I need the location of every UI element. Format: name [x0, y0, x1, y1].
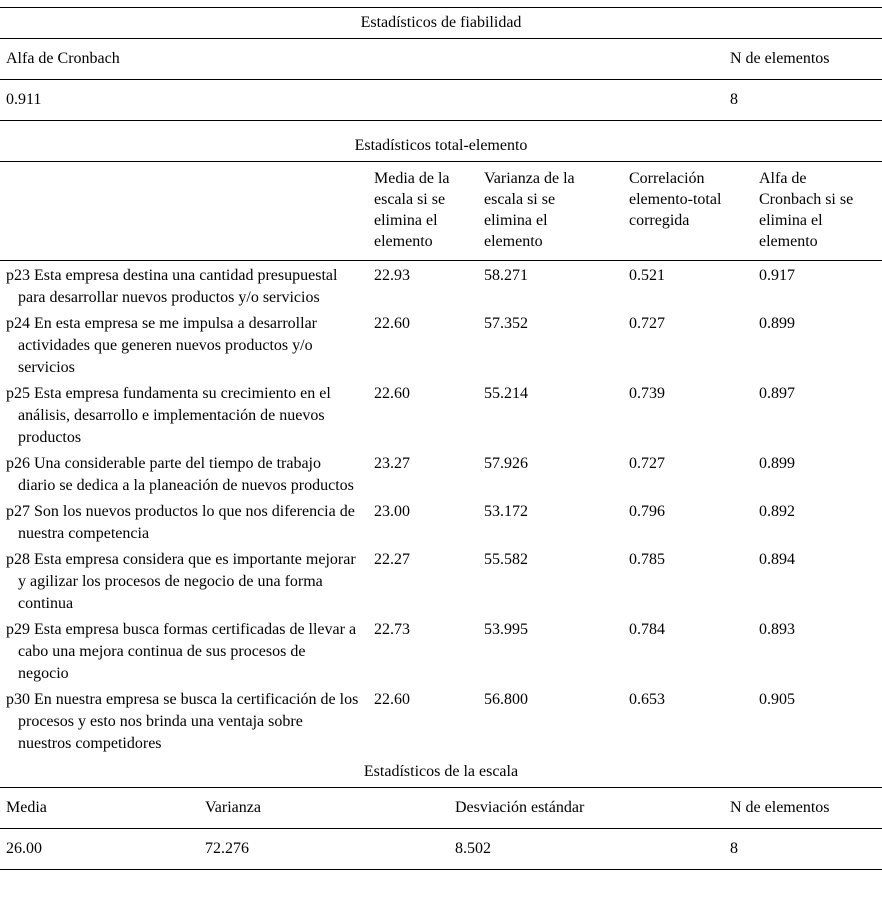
correlacion-cell: 0.727 — [629, 455, 665, 472]
column-header-correlacion: Correlación elemento-total corregida — [629, 170, 722, 229]
column-header-alfa: Alfa de Cronbach si se elimina el elemen… — [759, 170, 854, 250]
varianza-cell: 55.214 — [484, 385, 528, 402]
media-cell: 23.00 — [374, 503, 410, 520]
media-cell: 23.27 — [374, 455, 410, 472]
item-cell: p26 Una considerable parte del tiempo de… — [6, 455, 354, 494]
scale-header-row: Media Varianza Desviación estándar N de … — [0, 788, 882, 828]
alfa-cell: 0.899 — [759, 315, 795, 332]
divider — [0, 828, 882, 829]
table-row: p23 Esta empresa destina una cantidad pr… — [0, 261, 882, 309]
reliability-stats-table: Estadísticos de fiabilidad Alfa de Cronb… — [0, 7, 882, 121]
varianza-cell: 57.352 — [484, 315, 528, 332]
correlacion-cell: 0.796 — [629, 503, 665, 520]
table-row: p29 Esta empresa busca formas certificad… — [0, 615, 882, 685]
varianza-cell: 53.995 — [484, 621, 528, 638]
item-total-table-title: Estadísticos total-elemento — [354, 137, 528, 154]
divider — [0, 260, 882, 261]
correlacion-cell: 0.521 — [629, 267, 665, 284]
table-row: p24 En esta empresa se me impulsa a desa… — [0, 309, 882, 379]
item-cell: p27 Son los nuevos productos lo que nos … — [6, 503, 355, 542]
correlacion-cell: 0.785 — [629, 551, 665, 568]
divider — [0, 869, 882, 870]
column-header-n: N de elementos — [730, 799, 830, 816]
reliability-value-alfa: 0.911 — [6, 91, 42, 108]
media-cell: 22.73 — [374, 621, 410, 638]
reliability-header-row: Alfa de Cronbach N de elementos — [0, 39, 882, 79]
desviacion-value: 8.502 — [455, 840, 491, 857]
divider — [0, 787, 882, 788]
correlacion-cell: 0.727 — [629, 315, 665, 332]
media-cell: 22.60 — [374, 691, 410, 708]
table-row: p26 Una considerable parte del tiempo de… — [0, 449, 882, 497]
column-header-media: Media de la escala si se elimina el elem… — [374, 170, 450, 250]
table-row: p27 Son los nuevos productos lo que nos … — [0, 497, 882, 545]
alfa-cell: 0.894 — [759, 551, 795, 568]
media-cell: 22.60 — [374, 315, 410, 332]
correlacion-cell: 0.739 — [629, 385, 665, 402]
varianza-cell: 58.271 — [484, 267, 528, 284]
media-cell: 22.60 — [374, 385, 410, 402]
item-cell: p24 En esta empresa se me impulsa a desa… — [6, 315, 317, 376]
alfa-cell: 0.893 — [759, 621, 795, 638]
table-row: p25 Esta empresa fundamenta su crecimien… — [0, 379, 882, 449]
alfa-cell: 0.892 — [759, 503, 795, 520]
alfa-cell: 0.899 — [759, 455, 795, 472]
reliability-value-n: 8 — [730, 91, 738, 108]
varianza-cell: 56.800 — [484, 691, 528, 708]
column-header-media: Media — [6, 799, 47, 816]
alfa-cell: 0.905 — [759, 691, 795, 708]
varianza-cell: 57.926 — [484, 455, 528, 472]
item-cell: p28 Esta empresa considera que es import… — [6, 551, 356, 612]
divider — [0, 79, 882, 80]
correlacion-cell: 0.653 — [629, 691, 665, 708]
table-row: p28 Esta empresa considera que es import… — [0, 545, 882, 615]
reliability-header-alfa: Alfa de Cronbach — [6, 50, 120, 67]
media-cell: 22.93 — [374, 267, 410, 284]
item-total-stats-table: Estadísticos total-elemento Media de la … — [0, 131, 882, 757]
item-cell: p25 Esta empresa fundamenta su crecimien… — [6, 385, 331, 446]
reliability-header-n: N de elementos — [730, 50, 830, 67]
varianza-cell: 53.172 — [484, 503, 528, 520]
scale-value-row: 26.00 72.276 8.502 8 — [0, 829, 882, 869]
item-cell: p23 Esta empresa destina una cantidad pr… — [6, 267, 338, 306]
divider — [0, 120, 882, 121]
scale-stats-table: Estadísticos de la escala Media Varianza… — [0, 757, 882, 870]
correlacion-cell: 0.784 — [629, 621, 665, 638]
item-total-header-row: Media de la escala si se elimina el elem… — [0, 162, 882, 260]
divider — [0, 161, 882, 162]
divider — [0, 38, 882, 39]
varianza-value: 72.276 — [205, 840, 249, 857]
scale-table-title: Estadísticos de la escala — [363, 763, 519, 780]
column-header-varianza: Varianza — [205, 799, 261, 816]
item-header-spacer — [0, 168, 374, 252]
varianza-cell: 55.582 — [484, 551, 528, 568]
alfa-cell: 0.897 — [759, 385, 795, 402]
n-value: 8 — [730, 840, 738, 857]
column-header-desviacion: Desviación estándar — [455, 799, 585, 816]
item-cell: p29 Esta empresa busca formas certificad… — [6, 621, 357, 682]
item-total-table-body: p23 Esta empresa destina una cantidad pr… — [0, 261, 882, 757]
media-cell: 22.27 — [374, 551, 410, 568]
reliability-value-row: 0.911 8 — [0, 80, 882, 120]
table-row: p30 En nuestra empresa se busca la certi… — [0, 685, 882, 755]
media-value: 26.00 — [6, 840, 42, 857]
divider — [0, 7, 882, 8]
column-header-varianza: Varianza de la escala si se elimina el e… — [484, 170, 575, 250]
reliability-table-title: Estadísticos de fiabilidad — [360, 14, 522, 31]
item-cell: p30 En nuestra empresa se busca la certi… — [6, 691, 359, 752]
alfa-cell: 0.917 — [759, 267, 795, 284]
